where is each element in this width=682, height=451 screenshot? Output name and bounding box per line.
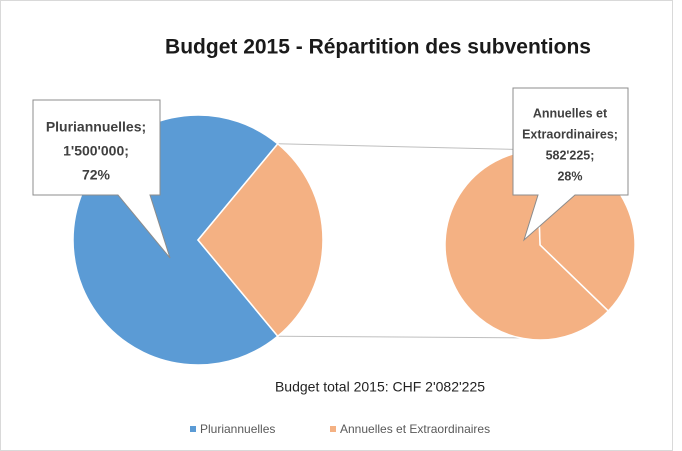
data-label: 1'500'000;	[63, 143, 129, 159]
data-label-box	[32, 99, 171, 259]
plot: Pluriannuelles; 1'500'000; 72% Annuelles et…	[32, 87, 636, 366]
legend-swatch	[330, 426, 336, 432]
data-label: 72%	[82, 167, 111, 183]
chart-title: Budget 2015 - Répartition des subvention…	[165, 36, 591, 59]
secondary-pie-slice	[444, 149, 610, 341]
data-label: 582'225;	[546, 148, 595, 162]
data-label: 28%	[557, 169, 582, 183]
legend: Pluriannuelles Annuelles et Extraordinair…	[190, 422, 490, 436]
data-label: Pluriannuelles;	[46, 119, 146, 135]
legend-label: Pluriannuelles	[200, 422, 275, 436]
data-label: Annuelles et	[533, 106, 608, 120]
legend-swatch	[190, 426, 196, 432]
connector-line	[277, 143, 541, 151]
connector-line	[277, 335, 551, 339]
data-label: Extraordinaires;	[522, 127, 618, 141]
data-label-box	[512, 87, 629, 242]
pie-slice	[197, 142, 324, 338]
caption: Budget total 2015: CHF 2'082'225	[275, 379, 485, 395]
legend-label: Annuelles et Extraordinaires	[340, 422, 490, 436]
